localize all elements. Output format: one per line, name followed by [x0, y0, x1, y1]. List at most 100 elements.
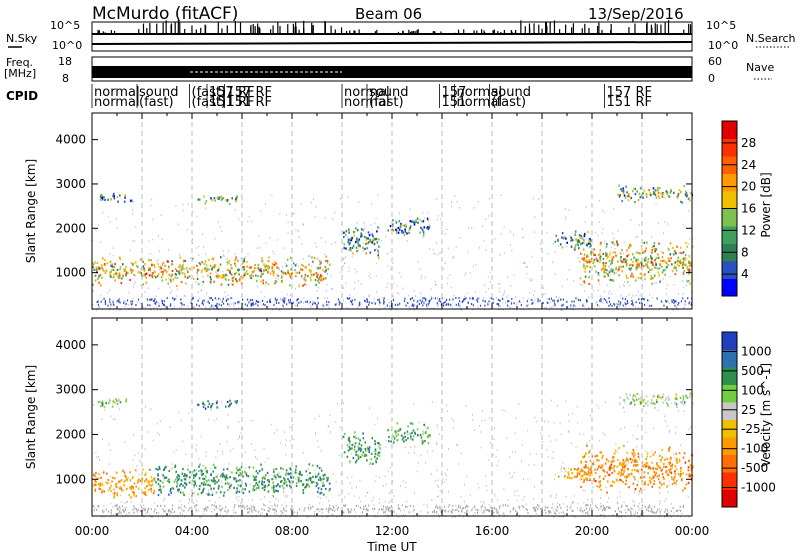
background-pixel: [340, 308, 342, 311]
background-pixel: [225, 296, 226, 298]
background-pixel: [236, 466, 238, 468]
ground-pixel: [428, 300, 430, 302]
echo-pixel: [143, 273, 146, 276]
echo-pixel: [116, 268, 119, 272]
background-pixel: [250, 419, 252, 422]
echo-pixel: [564, 475, 566, 478]
echo-pixel: [223, 491, 226, 494]
echo-pixel: [164, 269, 166, 272]
background-pixel: [102, 211, 104, 214]
echo-pixel: [627, 199, 630, 202]
ground-pixel: [515, 509, 517, 512]
background-pixel: [357, 249, 359, 251]
background-pixel: [414, 305, 416, 308]
echo-pixel: [402, 231, 405, 234]
echo-pixel: [682, 273, 685, 276]
background-pixel: [624, 306, 626, 308]
background-pixel: [227, 425, 229, 427]
background-pixel: [188, 499, 190, 502]
echo-pixel: [688, 270, 690, 273]
background-pixel: [149, 514, 151, 517]
background-pixel: [555, 496, 557, 499]
echo-pixel: [593, 253, 595, 256]
ground-pixel: [449, 298, 451, 301]
ground-pixel: [391, 505, 393, 507]
ground-pixel: [363, 505, 365, 508]
echo-pixel: [610, 461, 613, 464]
echo-pixel: [144, 480, 146, 483]
echo-pixel: [580, 234, 583, 238]
background-pixel: [422, 236, 424, 238]
echo-pixel: [618, 195, 621, 198]
echo-pixel: [168, 481, 170, 484]
echo-pixel: [224, 482, 227, 485]
echo-pixel: [593, 260, 595, 263]
background-pixel: [235, 309, 237, 311]
echo-pixel: [678, 452, 681, 455]
background-pixel: [467, 306, 469, 309]
background-pixel: [374, 222, 376, 224]
ground-pixel: [122, 508, 124, 511]
echo-pixel: [170, 280, 172, 283]
echo-pixel: [204, 407, 207, 410]
echo-pixel: [626, 258, 628, 261]
background-pixel: [108, 463, 110, 465]
background-pixel: [209, 306, 211, 308]
ground-pixel: [548, 510, 550, 513]
echo-pixel: [217, 487, 220, 490]
background-pixel: [280, 513, 282, 516]
echo-pixel: [356, 454, 359, 457]
echo-pixel: [158, 467, 161, 470]
echo-pixel: [691, 245, 694, 248]
background-pixel: [101, 516, 103, 518]
background-pixel: [631, 513, 632, 516]
background-pixel: [292, 424, 294, 426]
ground-pixel: [575, 297, 577, 300]
background-pixel: [448, 490, 449, 493]
background-pixel: [212, 492, 214, 495]
background-pixel: [135, 308, 137, 311]
echo-pixel: [130, 271, 133, 274]
background-pixel: [443, 268, 445, 270]
echo-pixel: [302, 483, 304, 487]
background-pixel: [183, 294, 185, 297]
echo-pixel: [222, 494, 225, 497]
echo-pixel: [652, 263, 654, 266]
echo-pixel: [397, 433, 399, 436]
ground-pixel: [203, 299, 205, 302]
echo-pixel: [167, 260, 169, 263]
background-pixel: [498, 287, 500, 290]
echo-pixel: [209, 272, 212, 275]
background-pixel: [358, 496, 360, 499]
background-pixel: [567, 413, 569, 416]
echo-pixel: [610, 268, 613, 271]
background-pixel: [203, 513, 205, 515]
ground-pixel: [172, 297, 174, 300]
ground-pixel: [641, 297, 643, 300]
echo-pixel: [617, 193, 619, 196]
background-pixel: [285, 214, 287, 216]
echo-pixel: [617, 260, 619, 263]
ground-pixel: [351, 299, 353, 302]
echo-pixel: [405, 439, 407, 442]
background-pixel: [591, 297, 593, 299]
ground-pixel: [325, 507, 327, 510]
echo-pixel: [644, 258, 647, 262]
background-pixel: [671, 309, 673, 311]
ground-pixel: [409, 298, 412, 300]
echo-region: [579, 444, 694, 494]
ground-pixel: [135, 304, 137, 307]
background-pixel: [483, 239, 485, 242]
background-pixel: [212, 259, 214, 261]
echo-pixel: [325, 269, 328, 272]
echo-pixel: [277, 490, 279, 493]
echo-pixel: [416, 428, 419, 431]
echo-pixel: [300, 275, 303, 278]
ground-pixel: [444, 505, 446, 508]
background-pixel: [534, 216, 536, 218]
echo-pixel: [688, 272, 690, 275]
echo-pixel: [618, 447, 620, 450]
background-pixel: [439, 490, 441, 492]
echo-pixel: [231, 471, 233, 474]
background-pixel: [228, 463, 230, 465]
